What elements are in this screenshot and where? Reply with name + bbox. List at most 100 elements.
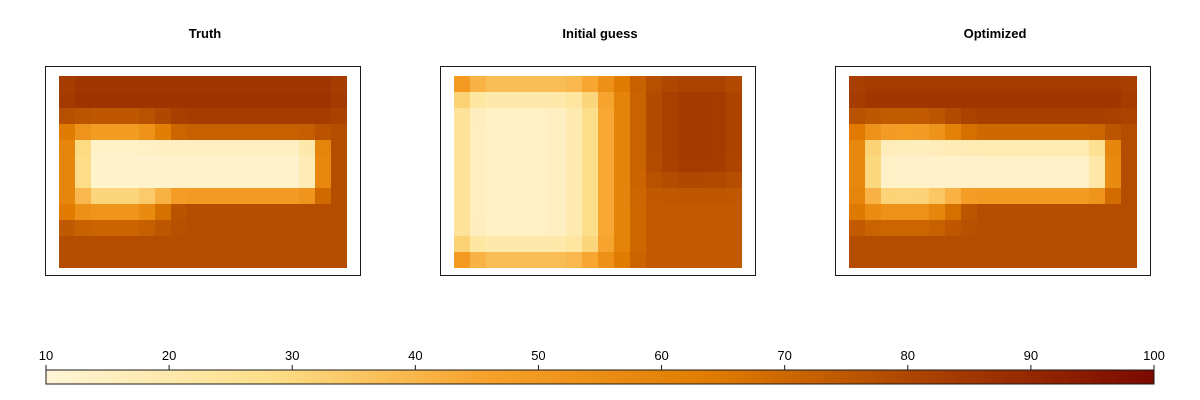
heatmap-cell xyxy=(75,108,92,125)
heatmap-cell xyxy=(1105,140,1122,157)
heatmap-cell xyxy=(993,156,1010,173)
heatmap-cell xyxy=(299,156,316,173)
heatmap-cell xyxy=(710,204,727,221)
heatmap-cell xyxy=(235,252,252,268)
heatmap-cell xyxy=(993,252,1010,268)
heatmap-cell xyxy=(470,204,487,221)
heatmap-cell xyxy=(550,108,567,125)
heatmap-cell xyxy=(1057,188,1074,205)
heatmap-cell xyxy=(219,252,236,268)
heatmap-cell xyxy=(187,188,204,205)
heatmap-cell xyxy=(91,76,108,93)
heatmap-cell xyxy=(155,92,172,109)
heatmap-cell xyxy=(598,236,615,253)
heatmap-cell xyxy=(1089,204,1106,221)
heatmap-cell xyxy=(662,156,679,173)
heatmap-cell xyxy=(1121,92,1137,109)
heatmap-frame-truth xyxy=(45,66,361,276)
heatmap-cell xyxy=(961,188,978,205)
heatmap-cell xyxy=(582,108,599,125)
heatmap-cell xyxy=(630,156,647,173)
heatmap-cell xyxy=(123,188,140,205)
heatmap-cell xyxy=(235,172,252,189)
heatmap-cell xyxy=(550,188,567,205)
colorbar-gradient xyxy=(45,369,1155,385)
colorbar-tick-label: 100 xyxy=(1143,348,1165,363)
heatmap-cell xyxy=(598,172,615,189)
heatmap-cell xyxy=(454,252,471,268)
heatmap-initial-guess xyxy=(454,76,742,268)
heatmap-cell xyxy=(59,188,76,205)
heatmap-cell xyxy=(454,220,471,237)
heatmap-cell xyxy=(929,252,946,268)
heatmap-cell xyxy=(171,156,188,173)
heatmap-cell xyxy=(710,140,727,157)
heatmap-cell xyxy=(566,236,583,253)
heatmap-cell xyxy=(123,140,140,157)
heatmap-cell xyxy=(267,92,284,109)
heatmap-cell xyxy=(518,220,535,237)
heatmap-cell xyxy=(598,92,615,109)
heatmap-cell xyxy=(454,236,471,253)
heatmap-cell xyxy=(582,220,599,237)
heatmap-cell xyxy=(203,188,220,205)
heatmap-cell xyxy=(534,140,551,157)
heatmap-cell xyxy=(977,188,994,205)
heatmap-cell xyxy=(1041,188,1058,205)
heatmap-cell xyxy=(486,204,503,221)
heatmap-cell xyxy=(1041,92,1058,109)
heatmap-cell xyxy=(929,76,946,93)
heatmap-cell xyxy=(107,204,124,221)
heatmap-cell xyxy=(203,204,220,221)
heatmap-cell xyxy=(897,204,914,221)
heatmap-cell xyxy=(75,76,92,93)
heatmap-cell xyxy=(945,220,962,237)
heatmap-cell xyxy=(881,172,898,189)
heatmap-cell xyxy=(331,220,347,237)
heatmap-cell xyxy=(219,140,236,157)
heatmap-cell xyxy=(849,140,866,157)
heatmap-cell xyxy=(849,204,866,221)
heatmap-cell xyxy=(726,108,742,125)
heatmap-cell xyxy=(662,188,679,205)
heatmap-cell xyxy=(283,204,300,221)
heatmap-cell xyxy=(267,204,284,221)
colorbar-tick-label: 50 xyxy=(531,348,545,363)
heatmap-cell xyxy=(646,236,663,253)
heatmap-cell xyxy=(726,140,742,157)
heatmap-cell xyxy=(710,236,727,253)
heatmap-cell xyxy=(726,172,742,189)
heatmap-cell xyxy=(139,140,156,157)
heatmap-cell xyxy=(614,220,631,237)
heatmap-cell xyxy=(315,220,332,237)
heatmap-cell xyxy=(251,204,268,221)
heatmap-cell xyxy=(283,156,300,173)
heatmap-cell xyxy=(961,220,978,237)
heatmap-cell xyxy=(502,236,519,253)
heatmap-cell xyxy=(251,172,268,189)
heatmap-cell xyxy=(977,108,994,125)
heatmap-cell xyxy=(59,220,76,237)
heatmap-cell xyxy=(961,204,978,221)
heatmap-cell xyxy=(1025,92,1042,109)
heatmap-cell xyxy=(993,108,1010,125)
heatmap-cell xyxy=(630,236,647,253)
heatmap-cell xyxy=(203,236,220,253)
heatmap-cell xyxy=(203,172,220,189)
heatmap-cell xyxy=(331,172,347,189)
heatmap-cell xyxy=(929,140,946,157)
heatmap-cell xyxy=(614,252,631,268)
heatmap-cell xyxy=(849,172,866,189)
heatmap-cell xyxy=(710,108,727,125)
heatmap-cell xyxy=(678,76,695,93)
heatmap-cell xyxy=(977,252,994,268)
heatmap-cell xyxy=(123,124,140,141)
heatmap-cell xyxy=(865,252,882,268)
heatmap-cell xyxy=(1073,140,1090,157)
heatmap-cell xyxy=(331,252,347,268)
heatmap-cell xyxy=(219,204,236,221)
heatmap-cell xyxy=(267,236,284,253)
heatmap-cell xyxy=(251,188,268,205)
heatmap-cell xyxy=(849,252,866,268)
heatmap-cell xyxy=(646,140,663,157)
